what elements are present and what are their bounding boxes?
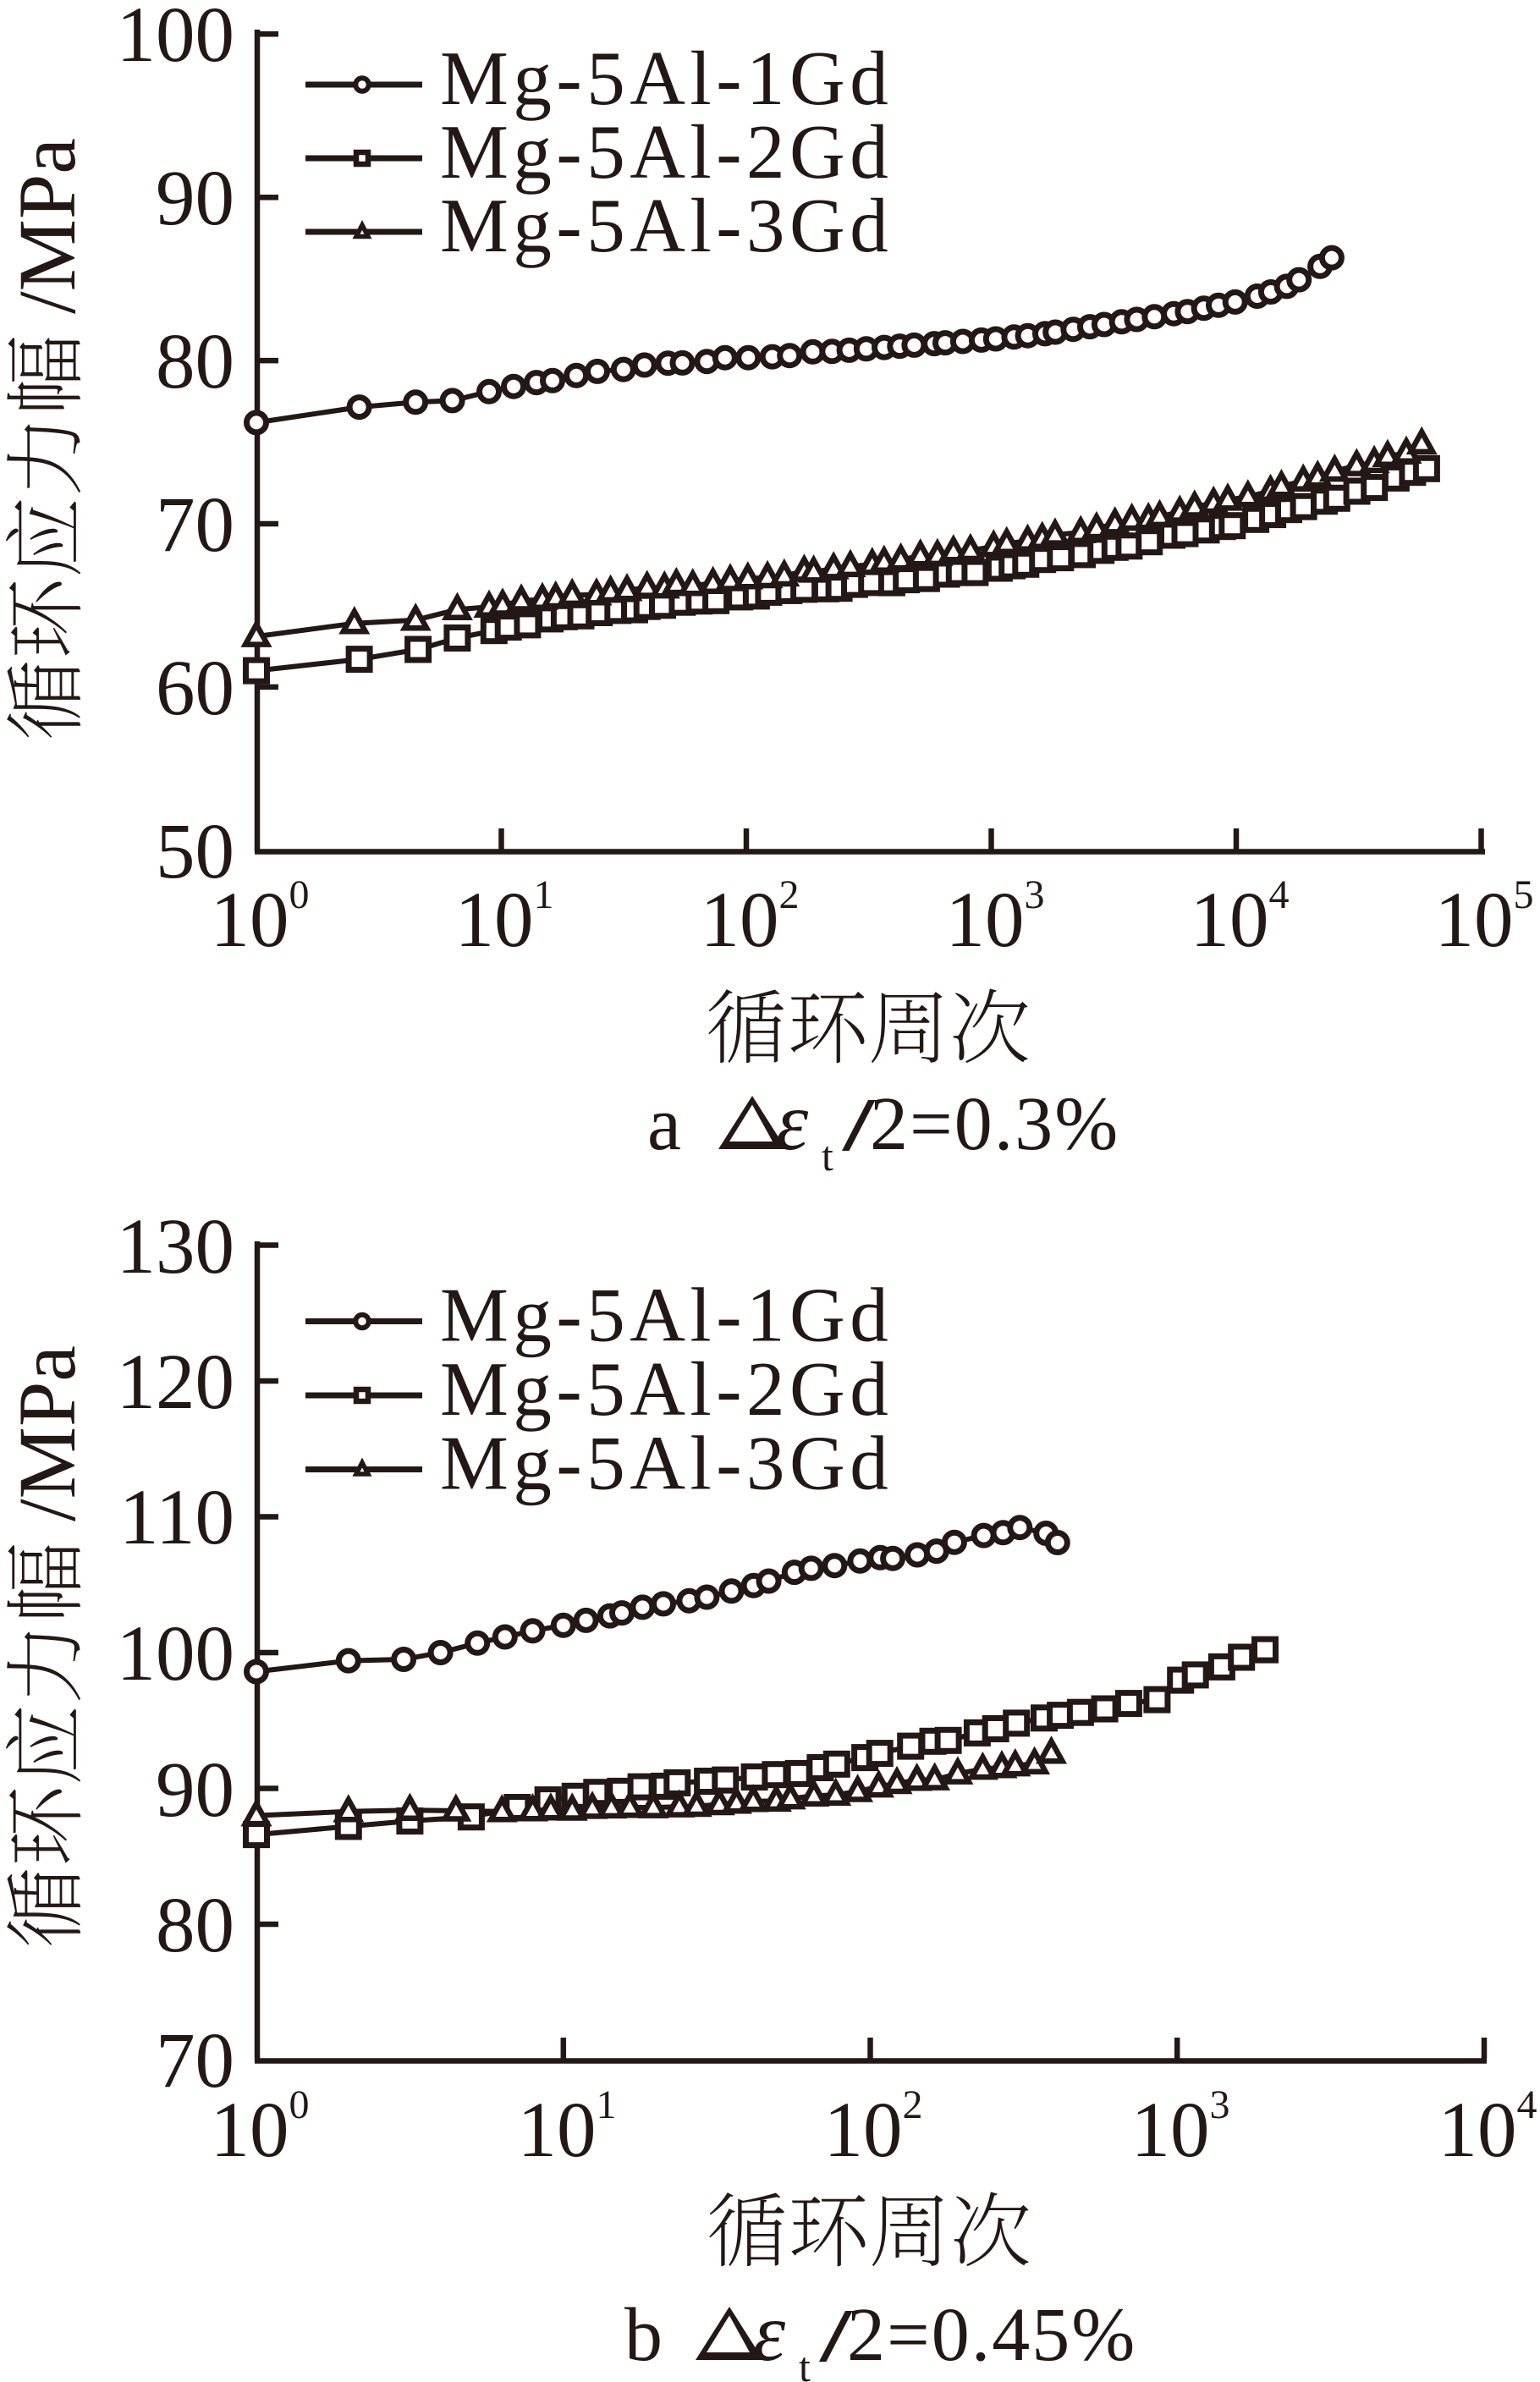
svg-text:100: 100 bbox=[117, 0, 235, 79]
svg-text:Mg-5Al-3Gd: Mg-5Al-3Gd bbox=[440, 183, 893, 268]
svg-text:/MPa: /MPa bbox=[2, 1345, 92, 1521]
svg-text:90: 90 bbox=[156, 1747, 234, 1834]
svg-text:ε: ε bbox=[753, 2287, 786, 2378]
svg-text:90: 90 bbox=[156, 155, 234, 242]
svg-text:60: 60 bbox=[156, 645, 234, 732]
svg-text:120: 120 bbox=[117, 1339, 235, 1426]
svg-text:Mg-5Al-2Gd: Mg-5Al-2Gd bbox=[440, 109, 893, 195]
svg-text:110: 110 bbox=[119, 1474, 234, 1561]
svg-text:ε: ε bbox=[776, 1076, 809, 1167]
svg-text:50: 50 bbox=[156, 808, 234, 895]
svg-text:Mg-5Al-2Gd: Mg-5Al-2Gd bbox=[440, 1346, 893, 1432]
svg-text:70: 70 bbox=[156, 481, 234, 569]
svg-text:80: 80 bbox=[156, 1882, 234, 1969]
svg-text:70: 70 bbox=[156, 2017, 234, 2104]
svg-text:Mg-5Al-1Gd: Mg-5Al-1Gd bbox=[440, 1273, 893, 1358]
svg-text:2=0.45%: 2=0.45% bbox=[847, 2293, 1136, 2377]
svg-text:t: t bbox=[799, 2343, 811, 2382]
svg-text:b: b bbox=[624, 2293, 663, 2377]
svg-text:130: 130 bbox=[117, 1203, 235, 1290]
svg-text:Mg-5Al-3Gd: Mg-5Al-3Gd bbox=[440, 1421, 893, 1506]
svg-text:t: t bbox=[822, 1132, 833, 1180]
svg-text:a: a bbox=[647, 1082, 681, 1166]
svg-text:100: 100 bbox=[117, 1610, 235, 1697]
svg-text:80: 80 bbox=[156, 318, 234, 405]
svg-text:/MPa: /MPa bbox=[2, 138, 92, 314]
svg-text:2=0.3%: 2=0.3% bbox=[870, 1082, 1119, 1166]
svg-text:Mg-5Al-1Gd: Mg-5Al-1Gd bbox=[440, 36, 893, 121]
